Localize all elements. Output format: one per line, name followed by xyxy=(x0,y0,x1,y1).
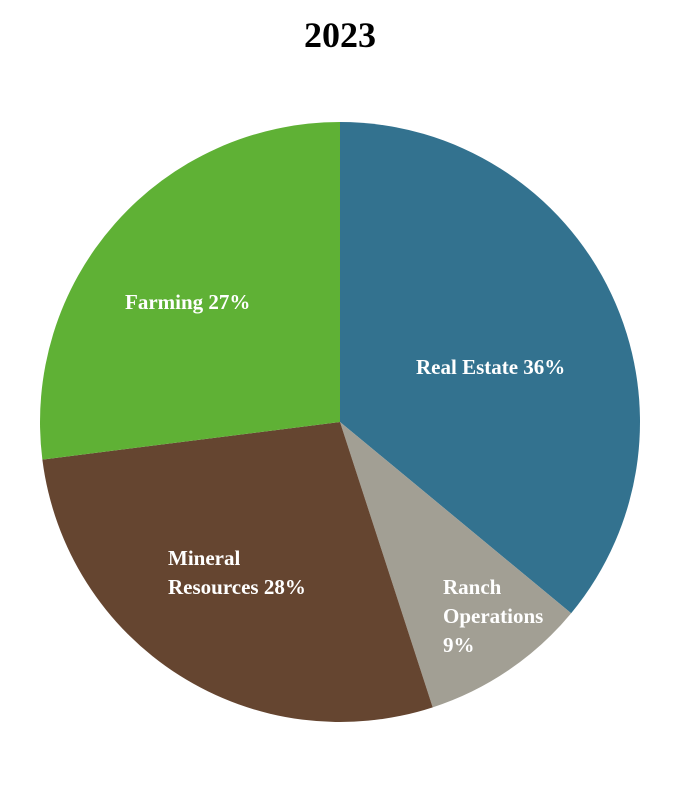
slice-label-line: Real Estate 36% xyxy=(416,355,565,379)
pie-slices xyxy=(40,122,640,723)
slice-label-mineral-resources: Mineral Resources 28% xyxy=(168,546,306,599)
slice-label-line: Ranch xyxy=(443,575,502,599)
slice-label-line: Mineral xyxy=(168,546,240,570)
pie-labels: Real Estate 36% Ranch Operations 9% Mineral R… xyxy=(125,290,565,657)
slice-label-line: Farming 27% xyxy=(125,290,250,314)
slice-label-line: Operations xyxy=(443,604,543,628)
chart-title: 2023 xyxy=(304,15,376,55)
pie-slice-mineral-resources xyxy=(42,422,433,723)
slice-label-ranch-operations: Ranch Operations 9% xyxy=(443,575,543,657)
slice-label-farming: Farming 27% xyxy=(125,290,250,314)
pie-slice-ranch-operations xyxy=(340,422,572,708)
slice-label-real-estate: Real Estate 36% xyxy=(416,355,565,379)
slice-label-line: Resources 28% xyxy=(168,575,306,599)
slice-label-line: 9% xyxy=(443,633,475,657)
pie-slice-farming xyxy=(40,122,340,460)
pie-slice-real-estate xyxy=(340,122,640,614)
